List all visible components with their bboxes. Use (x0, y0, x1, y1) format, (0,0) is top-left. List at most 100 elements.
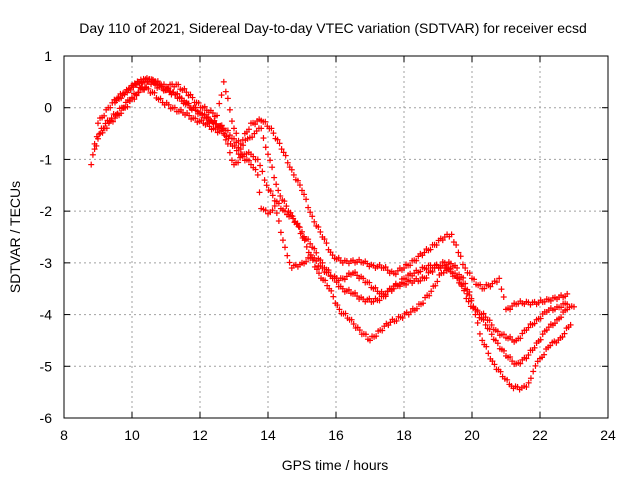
data-point (500, 293, 507, 300)
data-point (157, 95, 164, 102)
data-point (186, 112, 193, 119)
data-point (376, 297, 383, 304)
data-point (135, 89, 142, 96)
data-point (181, 85, 188, 92)
data-point (260, 135, 267, 142)
data-point (537, 336, 544, 343)
data-point (228, 157, 235, 164)
data-point (252, 121, 259, 128)
data-point (531, 320, 538, 327)
data-point (507, 353, 514, 360)
data-point (235, 159, 242, 166)
data-point (558, 314, 565, 321)
grid-lines (64, 56, 608, 418)
data-point (106, 118, 113, 125)
data-point (184, 100, 191, 107)
data-point (129, 94, 135, 101)
data-point (316, 270, 322, 277)
data-point (466, 292, 473, 299)
data-point (403, 281, 410, 288)
data-point (496, 275, 503, 282)
data-point (519, 330, 526, 337)
data-point (319, 259, 326, 266)
data-point (154, 78, 161, 85)
data-point (334, 302, 341, 309)
data-point (282, 244, 288, 251)
data-point (259, 168, 266, 175)
data-point (171, 104, 178, 111)
data-point (301, 191, 308, 198)
data-point (101, 112, 108, 119)
data-point (309, 213, 316, 220)
data-point (525, 324, 532, 331)
y-tick-label: -1 (40, 151, 53, 167)
data-point (126, 97, 133, 104)
data-point (564, 290, 571, 297)
data-point (279, 237, 286, 244)
data-point (307, 209, 314, 216)
data-point (296, 224, 303, 231)
data-point (276, 140, 283, 147)
data-point (325, 269, 332, 276)
data-point (262, 118, 269, 125)
data-point (112, 99, 118, 106)
data-point (91, 140, 98, 147)
data-point (120, 104, 127, 111)
data-point (269, 207, 276, 214)
data-point (497, 368, 504, 375)
data-point (447, 260, 454, 267)
data-point (537, 315, 544, 322)
data-point (530, 368, 537, 375)
data-point (329, 252, 336, 259)
x-tick-label: 10 (124, 427, 140, 443)
data-point (321, 236, 328, 243)
data-point (352, 269, 359, 276)
data-point (270, 130, 277, 137)
data-point (214, 112, 220, 119)
data-point (488, 321, 495, 328)
data-point (233, 147, 240, 154)
data-point (454, 264, 461, 271)
data-point (211, 117, 218, 124)
data-point (366, 295, 373, 302)
data-point (571, 303, 577, 310)
data-point (319, 265, 326, 272)
y-tick-label: -6 (40, 410, 53, 426)
x-tick-label: 16 (328, 427, 344, 443)
data-point (500, 331, 507, 338)
data-point (124, 103, 131, 110)
data-point (226, 106, 233, 113)
data-point (183, 89, 190, 96)
data-point (262, 144, 269, 151)
data-point (151, 89, 158, 96)
data-point (91, 146, 98, 153)
data-point (225, 135, 232, 142)
data-point (311, 218, 318, 225)
data-point (269, 164, 276, 171)
data-point (356, 327, 363, 334)
data-point (339, 285, 346, 292)
data-point (267, 188, 274, 195)
data-point (322, 277, 329, 284)
data-point (448, 231, 455, 238)
data-point (273, 210, 280, 217)
data-point (165, 101, 172, 108)
data-point (447, 268, 454, 275)
x-tick-label: 18 (396, 427, 412, 443)
data-point (218, 127, 225, 134)
data-point (567, 321, 574, 328)
data-point (379, 327, 386, 334)
data-point (564, 301, 571, 308)
data-point (313, 266, 320, 273)
data-point (265, 151, 271, 158)
data-point (462, 285, 469, 292)
data-point (367, 337, 373, 344)
data-point (275, 200, 282, 207)
data-point (335, 254, 342, 261)
data-point (233, 130, 240, 137)
data-point (559, 333, 566, 340)
data-point (107, 104, 114, 111)
data-point (427, 246, 434, 253)
data-point (220, 78, 227, 85)
data-point (527, 375, 534, 382)
